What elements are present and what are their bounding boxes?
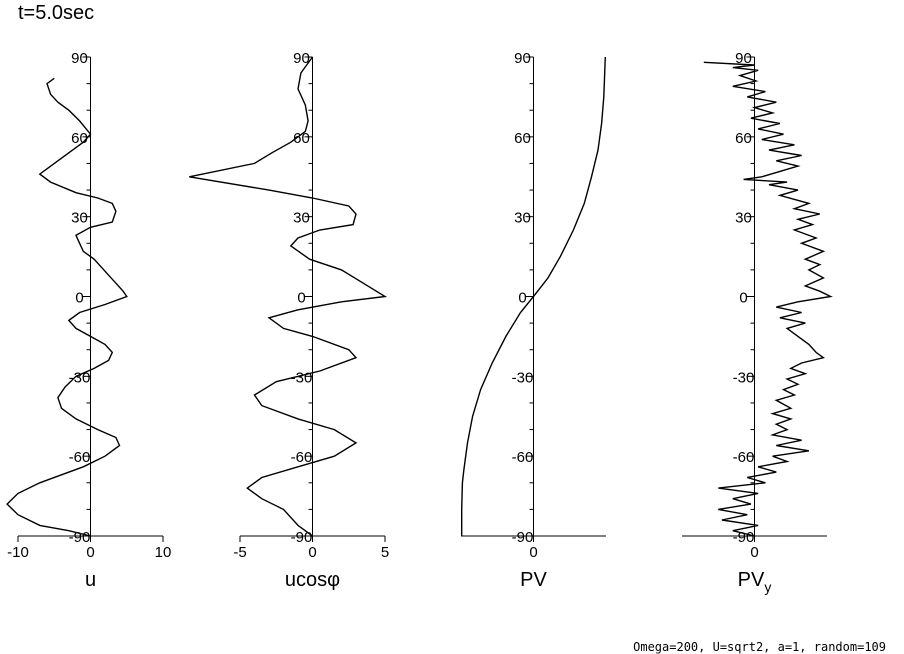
panel-1-series-line [6, 77, 128, 537]
panel-2-xtick-label: -5 [233, 544, 246, 561]
panel-1-xtick-label: 10 [155, 544, 172, 561]
panel-4-ytick-label: -90 [733, 529, 755, 546]
panel-4-series-line [703, 61, 833, 537]
panel-2-xtick-label: 5 [381, 544, 389, 561]
panel-2-xtick-label: 0 [308, 544, 316, 561]
parameters-footer: Omega=200, U=sqrt2, a=1, random=109 [633, 640, 886, 654]
panel-4-ytick-label: 0 [739, 290, 747, 307]
panel-4-ytick-label: 60 [735, 130, 752, 147]
panel-2-ytick-label: 90 [293, 50, 310, 67]
panel-3-ytick-label: 60 [514, 130, 531, 147]
panel-4-axis-label: PVy [738, 569, 772, 595]
panel-3-series-line [461, 56, 606, 536]
panel-2-ytick-label: 60 [293, 130, 310, 147]
panel-1-xtick-label: -10 [7, 544, 29, 561]
panel-4-ytick-label: 90 [735, 50, 752, 67]
panel-1-axis-label: u [85, 569, 96, 591]
panel-4-ytick-label: -30 [733, 369, 755, 386]
panel-2-ytick-label: 30 [293, 210, 310, 227]
panel-3-ytick-label: 90 [514, 50, 531, 67]
panel-4-axis-label-subscript: y [764, 579, 771, 595]
panel-4-ytick-label: 30 [735, 210, 752, 227]
panel-4-ytick-label: -60 [733, 449, 755, 466]
panel-1-ytick-label: 0 [75, 290, 83, 307]
panel-3-ytick-label: -30 [512, 369, 534, 386]
panel-2-axis-label: ucosφ [285, 569, 340, 591]
panel-2-ytick-label: 0 [297, 290, 305, 307]
panel-3-axis-label: PV [520, 569, 547, 591]
panel-1-xtick-label: 0 [86, 544, 94, 561]
panel-3-xtick-label: 0 [529, 544, 537, 561]
panel-4-xtick-label: 0 [750, 544, 758, 561]
panel-3-ytick-label: -90 [512, 529, 534, 546]
panel-3-ytick-label: -60 [512, 449, 534, 466]
panel-1-ytick-label: -60 [69, 449, 91, 466]
panel-1-ytick-label: 90 [71, 50, 88, 67]
panel-1-ytick-label: 30 [71, 210, 88, 227]
panel-2-ytick-label: -60 [291, 449, 313, 466]
panel-1-ytick-label: -90 [69, 529, 91, 546]
panel-2-series-line [189, 56, 388, 537]
panel-3-ytick-label: 30 [514, 210, 531, 227]
time-label: t=5.0sec [18, 2, 95, 24]
panel-3-ytick-label: 0 [518, 290, 526, 307]
panel-1-ytick-label: -30 [69, 369, 91, 386]
panel-2-ytick-label: -90 [291, 529, 313, 546]
